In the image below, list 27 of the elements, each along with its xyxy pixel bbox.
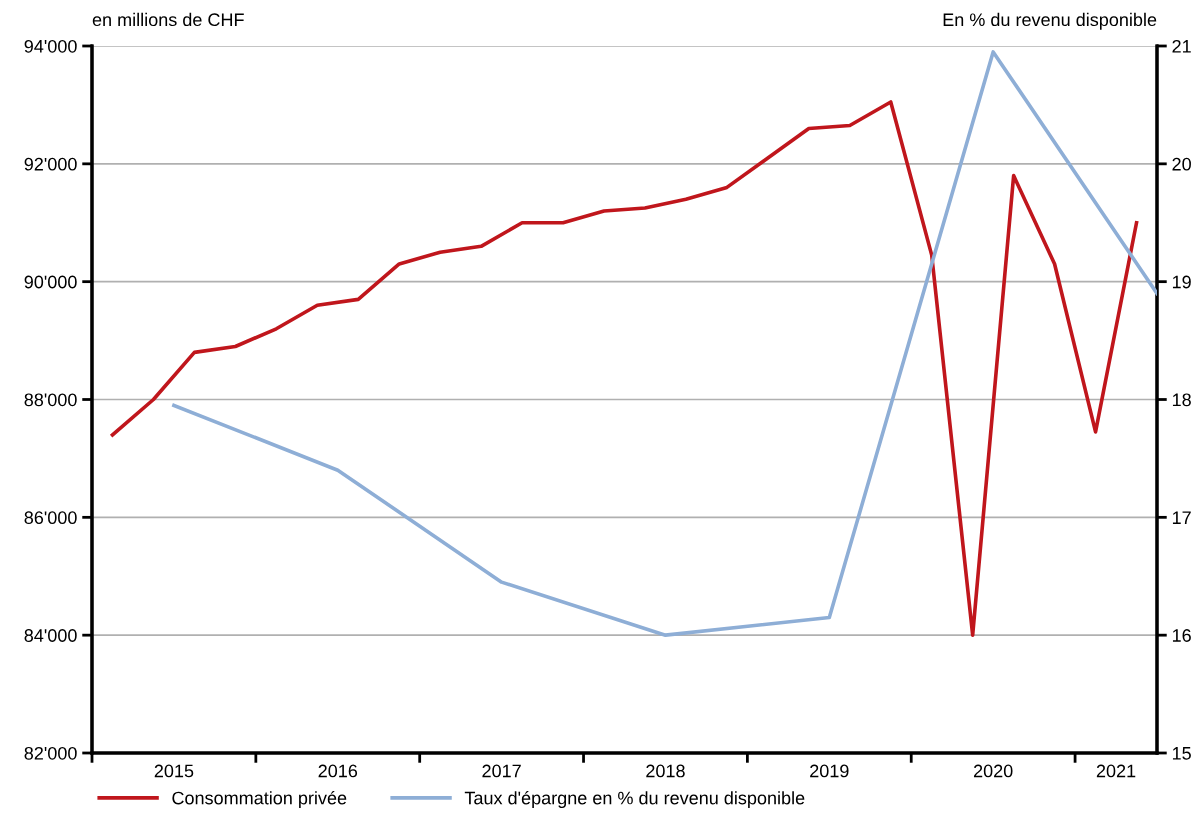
y-tick-label: 90'000 (24, 275, 77, 289)
y2-axis-title: En % du revenu disponible (943, 12, 1157, 30)
y2-tick-label: 21 (1172, 39, 1191, 53)
line-series (110, 100, 1139, 637)
y-tick-label: 84'000 (24, 629, 77, 642)
y2-tick-label: 16 (1172, 629, 1191, 642)
x-tick-label: 2020 (973, 764, 1013, 778)
y-tick-label: 86'000 (24, 511, 77, 525)
x-tick-label: 2017 (482, 764, 521, 778)
x-tick-label: 2019 (810, 764, 849, 778)
legend-label: Consommation privée (172, 790, 347, 808)
y-tick-label: 92'000 (24, 157, 77, 171)
y-axis-title: en millions de CHF (92, 12, 244, 27)
x-tick-label: 2015 (154, 764, 194, 778)
x-tick-label: 2016 (318, 764, 358, 778)
x-tick-label: 2018 (646, 764, 685, 778)
y-tick-label: 88'000 (24, 393, 77, 407)
legend-label: Taux d'épargne en % du revenu disponible (464, 790, 805, 808)
y2-tick-label: 20 (1172, 157, 1191, 171)
y2-tick-label: 18 (1172, 393, 1191, 407)
y-tick-label: 82'000 (24, 746, 77, 760)
y2-tick-label: 17 (1172, 511, 1191, 524)
y2-tick-label: 15 (1172, 747, 1191, 760)
line-series (172, 50, 1157, 637)
y2-tick-label: 19 (1172, 275, 1191, 289)
x-tick-label: 2021 (1096, 764, 1136, 778)
y-tick-label: 94'000 (24, 39, 77, 53)
